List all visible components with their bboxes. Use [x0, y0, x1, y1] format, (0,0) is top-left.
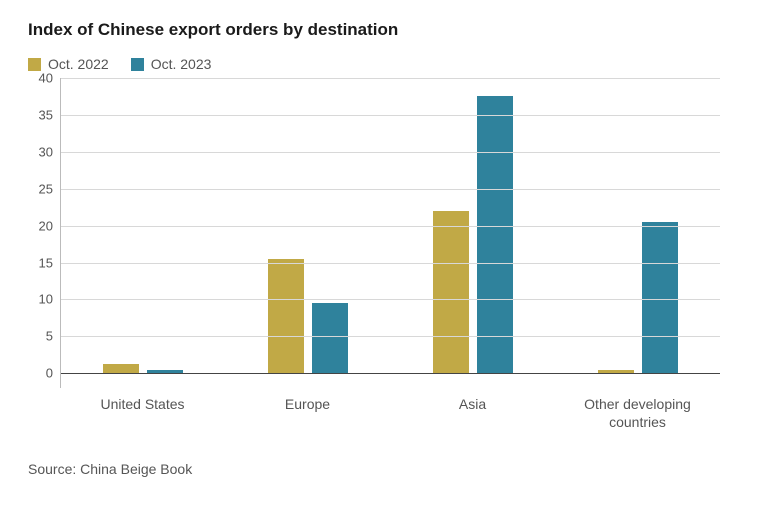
ytick-label: 20 — [39, 218, 61, 233]
ytick-label: 10 — [39, 292, 61, 307]
x-axis-labels: United StatesEuropeAsiaOther developingc… — [60, 396, 720, 431]
ytick-label: 30 — [39, 144, 61, 159]
bar-group — [226, 78, 391, 388]
legend-swatch-2023 — [131, 58, 144, 71]
gridline — [61, 189, 720, 190]
bar-groups — [61, 78, 720, 388]
gridline — [61, 78, 720, 79]
chart-area: 0510152025303540 United StatesEuropeAsia… — [60, 78, 720, 431]
bar-group — [391, 78, 556, 388]
gridline — [61, 263, 720, 264]
bar-2023 — [477, 96, 513, 373]
legend-swatch-2022 — [28, 58, 41, 71]
gridline — [61, 115, 720, 116]
ytick-label: 25 — [39, 181, 61, 196]
legend-item-2023: Oct. 2023 — [131, 56, 212, 72]
ytick-label: 15 — [39, 255, 61, 270]
legend-label-2023: Oct. 2023 — [151, 56, 212, 72]
ytick-label: 0 — [46, 366, 61, 381]
x-axis-label: United States — [60, 396, 225, 431]
x-axis-label: Europe — [225, 396, 390, 431]
plot-region: 0510152025303540 — [60, 78, 720, 388]
bar-2022 — [103, 364, 139, 374]
ytick-label: 35 — [39, 107, 61, 122]
ytick-label: 40 — [39, 71, 61, 86]
x-axis-label: Other developingcountries — [555, 396, 720, 431]
legend: Oct. 2022 Oct. 2023 — [28, 56, 732, 72]
gridline — [61, 299, 720, 300]
x-axis-label: Asia — [390, 396, 555, 431]
bar-2023 — [642, 222, 678, 373]
gridline — [61, 373, 720, 374]
gridline — [61, 152, 720, 153]
ytick-label: 5 — [46, 329, 61, 344]
bar-2023 — [312, 303, 348, 373]
bar-2022 — [433, 211, 469, 373]
source-text: Source: China Beige Book — [28, 461, 732, 477]
gridline — [61, 226, 720, 227]
gridline — [61, 336, 720, 337]
bar-group — [61, 78, 226, 388]
chart-title: Index of Chinese export orders by destin… — [28, 20, 732, 40]
bar-group — [555, 78, 720, 388]
bar-2022 — [268, 259, 304, 373]
